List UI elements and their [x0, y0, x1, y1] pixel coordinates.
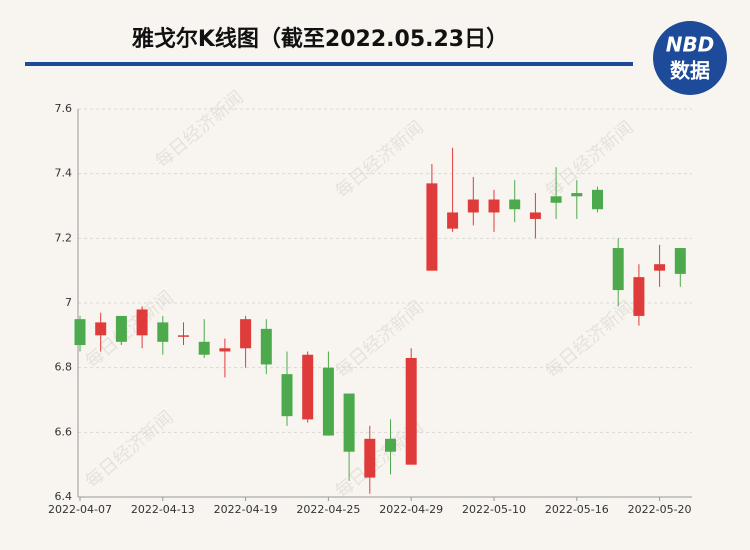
candle-body: [95, 322, 107, 336]
candle-body: [571, 193, 583, 197]
title-rule: [25, 62, 633, 66]
candle-body: [322, 367, 334, 436]
candle-body: [467, 199, 479, 213]
x-tick-label: 2022-04-25: [296, 503, 360, 516]
candle-body: [488, 199, 500, 213]
x-tick-label: 2022-04-07: [48, 503, 112, 516]
candle-body: [198, 341, 210, 355]
candle-body: [343, 393, 355, 452]
candle-body: [281, 374, 293, 417]
y-tick-label: 7.4: [55, 167, 73, 180]
x-tick-label: 2022-04-13: [131, 503, 195, 516]
candle-body: [633, 277, 645, 316]
x-tick-label: 2022-04-29: [379, 503, 443, 516]
watermark: 每日经济新闻: [82, 407, 178, 493]
candle-body: [136, 309, 148, 336]
candle-body: [550, 196, 562, 203]
candle-body: [302, 354, 314, 420]
candle-body: [509, 199, 521, 210]
candle-body: [260, 328, 272, 365]
logo-bottom: 数据: [670, 59, 710, 83]
candle-body: [592, 189, 603, 210]
x-tick-label: 2022-05-10: [462, 503, 526, 516]
candle-body: [426, 183, 438, 271]
candle-body: [654, 264, 666, 271]
candle-body: [240, 319, 252, 349]
candle-body: [219, 348, 231, 352]
y-tick-label: 6.6: [55, 425, 73, 438]
y-tick-label: 7: [65, 296, 72, 309]
watermark: 每日经济新闻: [332, 117, 428, 203]
logo-top: NBD: [666, 33, 715, 57]
x-tick-label: 2022-04-19: [214, 503, 278, 516]
x-tick-label: 2022-05-20: [628, 503, 692, 516]
y-tick-label: 6.8: [55, 361, 73, 374]
candle-body: [447, 212, 459, 229]
logo: [653, 21, 727, 95]
candle-body: [674, 248, 686, 274]
y-tick-label: 7.2: [55, 231, 73, 244]
chart-title: 雅戈尔K线图（截至2022.05.23日）: [132, 26, 508, 52]
candle-body: [612, 248, 624, 291]
candle-body: [405, 357, 417, 465]
watermark: 每日经济新闻: [152, 87, 248, 173]
candle-body: [157, 322, 169, 342]
watermark: 每日经济新闻: [542, 297, 638, 383]
candle-body: [364, 438, 376, 478]
y-tick-label: 6.4: [55, 490, 73, 503]
x-tick-label: 2022-05-16: [545, 503, 609, 516]
candle-body: [115, 315, 127, 342]
candle-body: [74, 319, 86, 346]
candle-body: [529, 212, 541, 219]
y-tick-label: 7.6: [55, 102, 73, 115]
candle-body: [385, 438, 396, 452]
candle-body: [178, 335, 189, 337]
